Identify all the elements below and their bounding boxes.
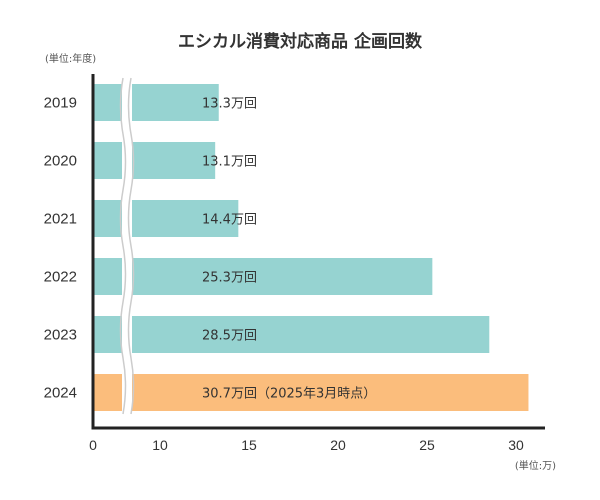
category-label-2020: 2020: [44, 153, 77, 170]
bar-2023: [93, 316, 490, 353]
axis-break: [119, 77, 135, 415]
bar-2019: [93, 84, 219, 121]
category-label-2024: 2024: [44, 385, 77, 402]
x-tick-30: 30: [508, 437, 524, 453]
bar-2020: [93, 142, 216, 179]
axis-break-line-right: [127, 77, 135, 415]
chart-title: エシカル消費対応商品 企画回数: [178, 31, 423, 52]
x-tick-25: 25: [419, 437, 435, 453]
data-label-2020: 13.1万回: [202, 155, 257, 170]
bar-2022: [93, 258, 433, 295]
x-tick-15: 15: [241, 437, 257, 453]
category-label-2019: 2019: [44, 95, 77, 112]
x-tick-0: 0: [89, 437, 97, 453]
axis-break-line-left: [119, 77, 127, 415]
x-tick-10: 10: [152, 437, 168, 453]
axis-break-band: [122, 78, 132, 414]
data-labels: 13.3万回 13.1万回 14.4万回 25.3万回 28.5万回 30.7万回（202…: [202, 97, 376, 402]
axes: [91, 74, 545, 430]
data-label-2022: 25.3万回: [202, 271, 257, 286]
x-unit-label: (単位:万): [515, 459, 556, 472]
data-label-2023: 28.5万回: [202, 329, 257, 344]
category-label-2021: 2021: [44, 211, 77, 228]
x-tick-20: 20: [330, 437, 346, 453]
data-label-2019: 13.3万回: [202, 97, 257, 112]
x-tick-labels: 0 10 15 20 25 30: [89, 437, 524, 453]
bar-2021: [93, 200, 239, 237]
y-unit-label: (単位:年度): [45, 52, 96, 65]
bar-2024: [93, 374, 529, 411]
category-label-2022: 2022: [44, 269, 77, 286]
bars-group: [93, 84, 529, 411]
category-labels: 2019 2020 2021 2022 2023 2024: [44, 95, 77, 402]
data-label-2021: 14.4万回: [202, 213, 257, 228]
data-label-2024: 30.7万回（2025年3月時点）: [202, 387, 376, 402]
category-label-2023: 2023: [44, 327, 77, 344]
